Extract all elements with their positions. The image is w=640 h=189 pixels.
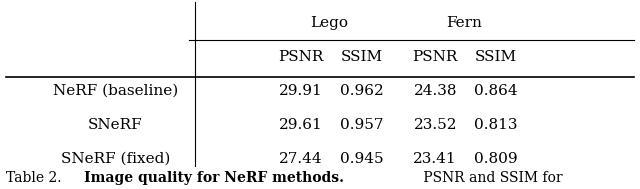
Text: 0.809: 0.809 bbox=[474, 152, 518, 166]
Text: SSIM: SSIM bbox=[475, 50, 517, 64]
Text: Lego: Lego bbox=[310, 16, 349, 30]
Text: NeRF (baseline): NeRF (baseline) bbox=[52, 84, 178, 98]
Text: 0.864: 0.864 bbox=[474, 84, 518, 98]
Text: 24.38: 24.38 bbox=[413, 84, 457, 98]
Text: Table 2.: Table 2. bbox=[6, 171, 67, 185]
Text: 0.962: 0.962 bbox=[340, 84, 383, 98]
Text: PSNR and SSIM for: PSNR and SSIM for bbox=[419, 171, 563, 185]
Text: Image quality for NeRF methods.: Image quality for NeRF methods. bbox=[84, 171, 344, 185]
Text: 27.44: 27.44 bbox=[279, 152, 323, 166]
Text: 29.91: 29.91 bbox=[279, 84, 323, 98]
Text: SSIM: SSIM bbox=[340, 50, 383, 64]
Text: 23.52: 23.52 bbox=[413, 118, 457, 132]
Text: 23.41: 23.41 bbox=[413, 152, 457, 166]
Text: PSNR: PSNR bbox=[413, 50, 458, 64]
Text: PSNR: PSNR bbox=[278, 50, 323, 64]
Text: SNeRF (fixed): SNeRF (fixed) bbox=[61, 152, 170, 166]
Text: 0.945: 0.945 bbox=[340, 152, 383, 166]
Text: 29.61: 29.61 bbox=[279, 118, 323, 132]
Text: 0.957: 0.957 bbox=[340, 118, 383, 132]
Text: SNeRF: SNeRF bbox=[88, 118, 143, 132]
Text: Fern: Fern bbox=[446, 16, 482, 30]
Text: 0.813: 0.813 bbox=[474, 118, 518, 132]
